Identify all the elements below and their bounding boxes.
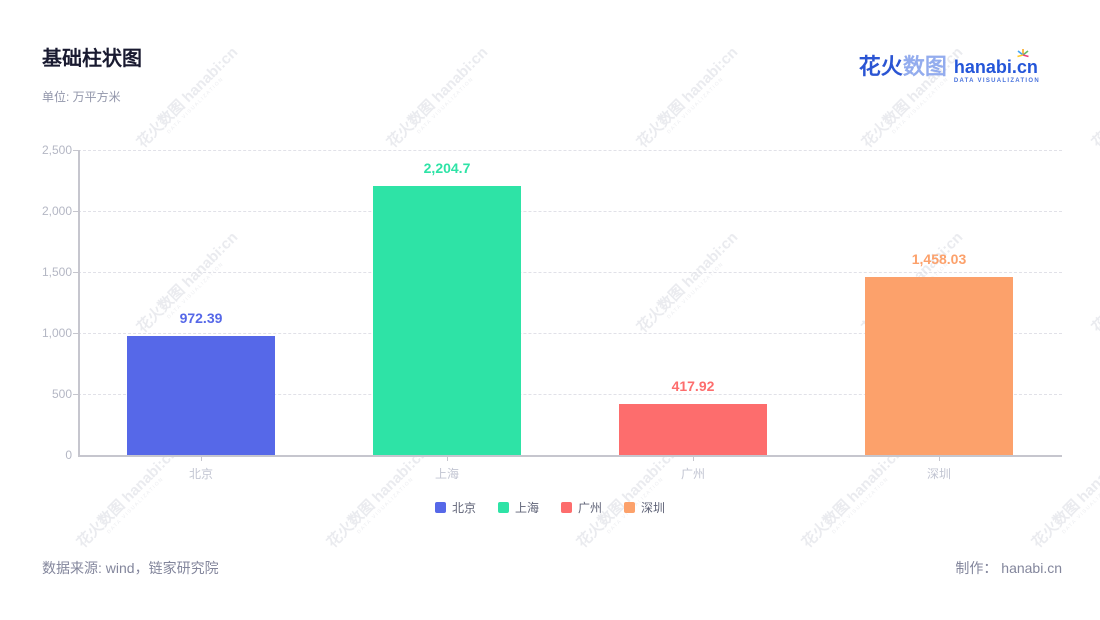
y-axis-label: 2,500 (41, 143, 72, 157)
legend-swatch (561, 502, 572, 513)
data-source: 数据来源: wind，链家研究院 (42, 560, 219, 576)
gridline (78, 150, 1062, 151)
legend-swatch (434, 502, 446, 513)
gridline (78, 333, 1062, 334)
y-axis-tick (73, 333, 78, 334)
credit: 制作： hanabi.cn (955, 560, 1062, 576)
logo-cn-primary: 花火 (858, 54, 903, 79)
bar[interactable] (619, 404, 767, 455)
bar-value-label: 417.92 (671, 378, 715, 394)
y-axis-label: 0 (65, 448, 72, 462)
x-axis-tick (939, 455, 940, 461)
x-axis-label: 上海 (434, 467, 459, 481)
logo-brand-en: hanabi.cn (953, 49, 1038, 77)
legend-label: 北京 (451, 501, 476, 515)
x-axis-label: 北京 (188, 467, 213, 481)
logo-cn-secondary: 数图 (902, 54, 947, 79)
page-title: 基础柱状图 (42, 48, 142, 70)
logo-en-stack: hanabi.cn DATA VISUALIZATION (953, 49, 1040, 84)
legend-swatch (624, 502, 636, 513)
x-axis-tick (693, 455, 694, 461)
legend-swatch (497, 502, 509, 513)
x-axis-label: 深圳 (926, 467, 951, 481)
y-axis-tick (73, 272, 78, 273)
x-axis-tick (201, 455, 202, 461)
legend-label: 上海 (514, 501, 539, 515)
gridline (78, 211, 1062, 212)
y-axis-label: 2,000 (41, 204, 72, 218)
legend-item[interactable]: 上海 (497, 499, 539, 516)
y-axis-label: 1,000 (41, 326, 72, 340)
unit-label: 单位: 万平方米 (42, 90, 121, 104)
logo-tagline: DATA VISUALIZATION (953, 78, 1040, 84)
bar[interactable] (373, 186, 521, 455)
legend-label: 深圳 (641, 501, 666, 515)
y-axis-tick (73, 394, 78, 395)
bar[interactable] (127, 336, 275, 455)
legend-item[interactable]: 广州 (561, 499, 602, 516)
bar-value-label: 972.39 (179, 310, 223, 327)
spark-icon (1017, 49, 1029, 58)
gridline (78, 272, 1062, 273)
hanabi-logo[interactable]: 花火数图 hanabi.cn DATA VISUALIZATION (859, 49, 1040, 84)
logo-cn-text: 花火数图 (859, 56, 947, 78)
y-axis-label: 500 (51, 387, 72, 401)
bar-value-label: 1,458.03 (911, 251, 967, 268)
y-axis-label: 1,500 (41, 265, 72, 279)
legend-item[interactable]: 北京 (434, 499, 476, 516)
legend-label: 广州 (578, 501, 603, 515)
y-axis-tick (73, 150, 78, 151)
y-axis-line (78, 150, 80, 455)
legend: 北京 上海 广州 深圳 (0, 499, 1100, 516)
bar-value-label: 2,204.7 (423, 160, 471, 177)
x-axis-label: 广州 (680, 467, 705, 481)
x-axis-line (78, 455, 1062, 457)
bar[interactable] (865, 277, 1013, 455)
y-axis-tick (73, 211, 78, 212)
x-axis-tick (447, 455, 448, 461)
gridline (78, 394, 1062, 395)
legend-item[interactable]: 深圳 (624, 499, 665, 516)
logo-brand-en-text: hanabi.cn (953, 57, 1038, 77)
